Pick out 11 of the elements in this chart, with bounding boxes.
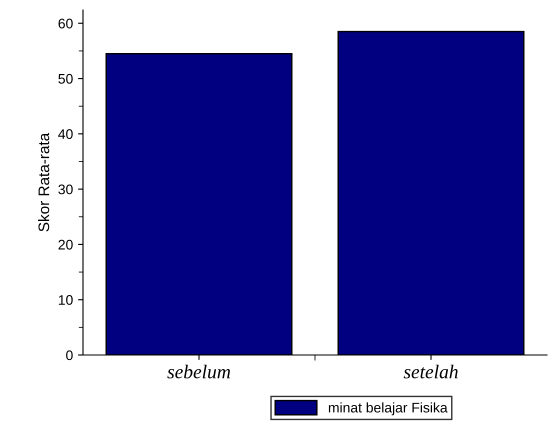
y-tick-label: 40 <box>58 129 73 140</box>
y-tick-label: 0 <box>66 350 73 360</box>
y-tick-label: 30 <box>58 184 73 194</box>
y-tick-label: 10 <box>58 295 73 305</box>
x-tick-label: sebelum <box>167 364 230 378</box>
y-tick-label: 60 <box>58 18 73 28</box>
y-axis-title: Skor Rata-rata <box>38 132 50 232</box>
y-tick-label: 20 <box>58 240 73 250</box>
y-tick-label: 50 <box>58 74 73 84</box>
legend-label: minat belajar Fisika <box>328 402 448 416</box>
x-tick-label: setelah <box>404 364 458 378</box>
